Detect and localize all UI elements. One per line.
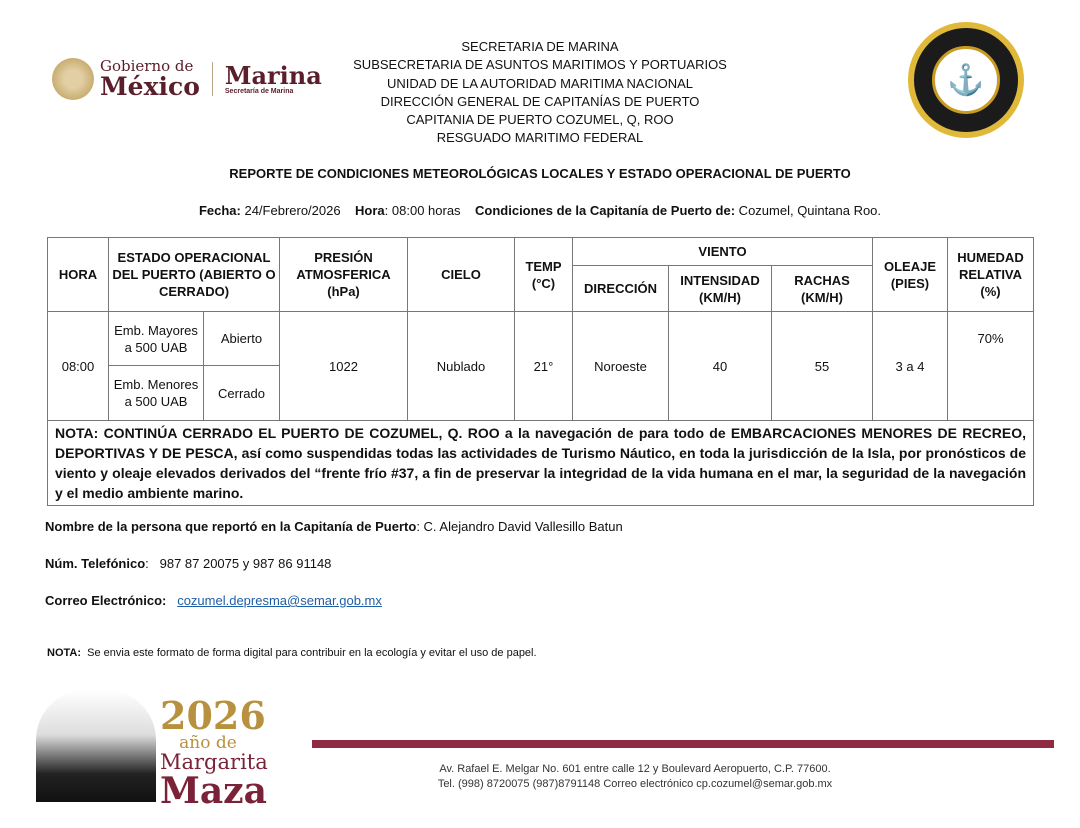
fecha-value: 24/Febrero/2026 — [240, 203, 341, 218]
cell-hora: 08:00 — [47, 311, 109, 421]
cell-oleaje: 3 a 4 — [872, 311, 948, 421]
fecha-label: Fecha: — [198, 203, 241, 218]
table-row: 08:00 Emb. Mayores a 500 UAB Abierto 102… — [47, 311, 1034, 421]
email-line: Correo Electrónico: cozumel.depresma@sem… — [45, 593, 382, 608]
cell-direccion: Noroeste — [572, 311, 669, 421]
th-humedad: HUMEDAD RELATIVA (%) — [947, 237, 1034, 312]
th-hora: HORA — [47, 237, 109, 312]
phone-label: Núm. Telefónico — [45, 556, 146, 571]
conditions-table: HORA ESTADO OPERACIONAL DEL PUERTO (ABIE… — [47, 237, 1034, 506]
cell-presion: 1022 — [279, 311, 408, 421]
logo-marina-sub: Secretaría de Marina — [224, 87, 294, 95]
cond-value: Cozumel, Quintana Roo. — [735, 203, 882, 218]
logo-gob-line1: Gobierno de — [100, 57, 194, 75]
table-note: NOTA: CONTINÚA CERRADO EL PUERTO DE COZU… — [47, 420, 1034, 506]
th-viento: VIENTO — [572, 237, 873, 266]
footer-divider-bar — [312, 740, 1054, 748]
cell-humedad: 70% — [947, 311, 1034, 421]
hora-label: Hora — [355, 203, 385, 218]
header-line: UNIDAD DE LA AUTORIDAD MARITIMA NACIONAL — [386, 75, 694, 91]
th-presion: PRESIÓN ATMOSFERICA (hPa) — [279, 237, 408, 312]
gobierno-marina-logo: Gobierno de México Marina Secretaría de Ma… — [52, 58, 322, 100]
th-cielo: CIELO — [407, 237, 515, 312]
report-title: REPORTE DE CONDICIONES METEOROLÓGICAS LO… — [229, 166, 851, 181]
contact-line: Tel. (998) 8720075 (987)8791148 Correo e… — [437, 778, 833, 790]
digital-note-label: NOTA: — [47, 647, 82, 659]
header-line: SUBSECRETARIA DE ASUNTOS MARITIMOS Y POR… — [353, 57, 727, 73]
logo-gob-line2: México — [100, 72, 200, 101]
header-line: CAPITANIA DE PUERTO COZUMEL, Q, ROO — [406, 112, 674, 128]
footer-address: Av. Rafael E. Melgar No. 601 entre calle… — [380, 762, 890, 792]
cell-estado-mayores: Abierto — [203, 311, 280, 366]
th-direccion: DIRECCIÓN — [572, 265, 669, 312]
reporter-line: Nombre de la persona que reportó en la C… — [45, 519, 623, 534]
report-date-line: Fecha: 24/Febrero/2026 Hora: 08:00 horas… — [0, 203, 1080, 218]
cell-temp: 21° — [514, 311, 573, 421]
cell-intensidad: 40 — [668, 311, 772, 421]
hora-value: : 08:00 horas — [384, 203, 461, 218]
year-line4: Maza — [160, 770, 267, 812]
cell-estado-menores: Cerrado — [203, 365, 280, 421]
reporter-label: Nombre de la persona que reportó en la C… — [45, 519, 417, 534]
header-line: SECRETARIA DE MARINA — [461, 39, 619, 54]
logo-divider — [211, 62, 213, 96]
header-line: DIRECCIÓN GENERAL DE CAPITANÍAS DE PUERT… — [380, 93, 700, 109]
email-link[interactable]: cozumel.depresma@semar.gob.mx — [177, 593, 382, 608]
year-logo: 2026 año de Margarita Maza — [160, 693, 268, 812]
reporter-name: : C. Alejandro David Vallesillo Batun — [416, 519, 623, 534]
th-oleaje: OLEAJE (PIES) — [872, 237, 948, 312]
national-emblem-icon — [52, 58, 94, 100]
cell-rachas: 55 — [771, 311, 873, 421]
cond-label: Condiciones de la Capitanía de Puerto de… — [475, 203, 736, 218]
cell-cielo: Nublado — [407, 311, 515, 421]
margarita-maza-portrait — [36, 690, 156, 802]
th-temp: TEMP (°C) — [514, 237, 573, 312]
anchor-icon: ⚓ — [932, 46, 1000, 114]
address-line: Av. Rafael E. Melgar No. 601 entre calle… — [439, 763, 831, 775]
th-rachas: RACHAS (KM/H) — [771, 265, 873, 312]
th-intensidad: INTENSIDAD (KM/H) — [668, 265, 772, 312]
institution-header: SECRETARIA DE MARINA SUBSECRETARIA DE AS… — [300, 38, 780, 148]
digital-note-text: Se envia este formato de forma digital p… — [81, 647, 537, 659]
cell-emb-mayores: Emb. Mayores a 500 UAB — [108, 311, 204, 366]
digital-note: NOTA: Se envia este formato de forma dig… — [47, 647, 537, 659]
year-number: 2026 — [160, 693, 266, 738]
th-estado: ESTADO OPERACIONAL DEL PUERTO (ABIERTO O… — [108, 237, 280, 312]
logo-marina: Marina — [224, 60, 322, 90]
capitanias-seal-logo: ⚓ — [908, 22, 1024, 138]
header-line: RESGUADO MARITIMO FEDERAL — [436, 130, 644, 146]
cell-emb-menores: Emb. Menores a 500 UAB — [108, 365, 204, 421]
email-label: Correo Electrónico: — [45, 593, 167, 608]
phone-line: Núm. Telefónico: 987 87 20075 y 987 86 9… — [45, 556, 331, 571]
year-line3: Margarita — [160, 750, 268, 774]
phone-value: : 987 87 20075 y 987 86 91148 — [145, 556, 332, 571]
year-line2: año de — [179, 733, 237, 753]
